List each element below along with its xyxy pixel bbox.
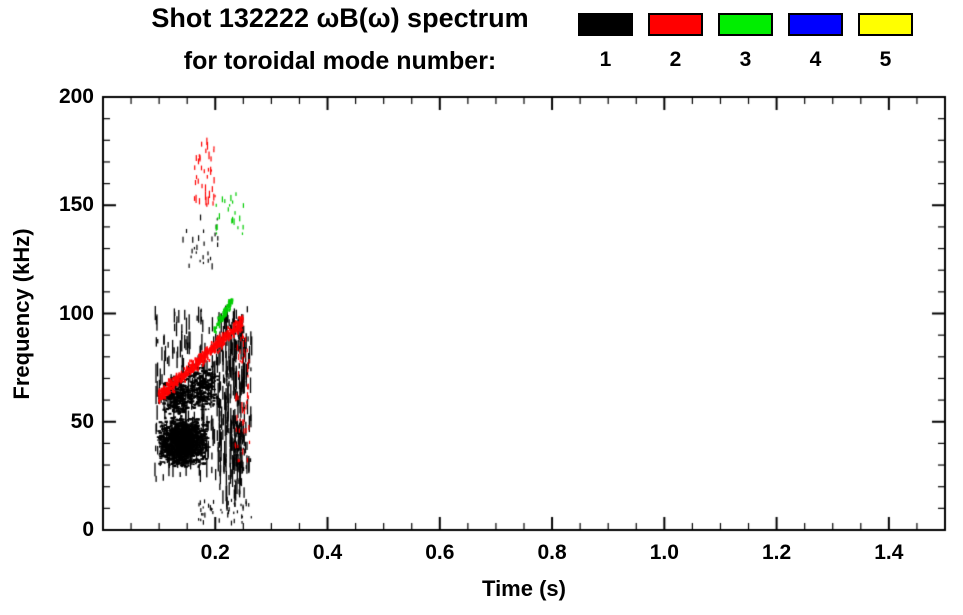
y-tick-label: 0 <box>82 518 94 541</box>
y-tick-label: 50 <box>70 409 94 433</box>
x-tick-label: 0.4 <box>312 541 343 564</box>
y-tick-label: 200 <box>58 85 94 108</box>
legend-swatch-n3 <box>718 13 773 36</box>
legend-label-n1: 1 <box>599 48 612 71</box>
legend-item-n1: 1 <box>578 13 633 72</box>
legend-item-n5: 5 <box>858 13 913 72</box>
legend-swatch-n1 <box>578 13 633 36</box>
legend-swatch-n4 <box>788 13 843 36</box>
x-tick-label: 1.4 <box>874 541 904 564</box>
legend-label-n5: 5 <box>879 48 892 71</box>
chart-title-line2: for toroidal mode number: <box>183 47 497 75</box>
legend: 1 2 3 4 5 <box>578 13 913 72</box>
legend-label-n4: 4 <box>809 48 822 71</box>
x-tick-label: 0.2 <box>200 541 230 564</box>
legend-label-n2: 2 <box>669 48 682 71</box>
legend-label-n3: 3 <box>739 48 752 71</box>
y-tick-label: 150 <box>58 193 94 217</box>
x-tick-label: 1.0 <box>649 541 679 564</box>
legend-swatch-n2 <box>648 13 703 36</box>
x-tick-label: 1.2 <box>761 541 792 564</box>
legend-item-n2: 2 <box>648 13 703 72</box>
x-tick-label: 0.8 <box>537 541 567 564</box>
legend-item-n3: 3 <box>718 13 773 72</box>
y-tick-label: 100 <box>58 301 94 325</box>
chart-title-line1: Shot 132222 ωB(ω) spectrum <box>151 3 529 33</box>
y-axis-label: Frequency (kHz) <box>9 228 34 400</box>
x-axis-label: Time (s) <box>482 576 566 601</box>
legend-swatch-n5 <box>858 13 913 36</box>
legend-item-n4: 4 <box>788 13 843 72</box>
x-tick-label: 0.6 <box>425 541 455 564</box>
